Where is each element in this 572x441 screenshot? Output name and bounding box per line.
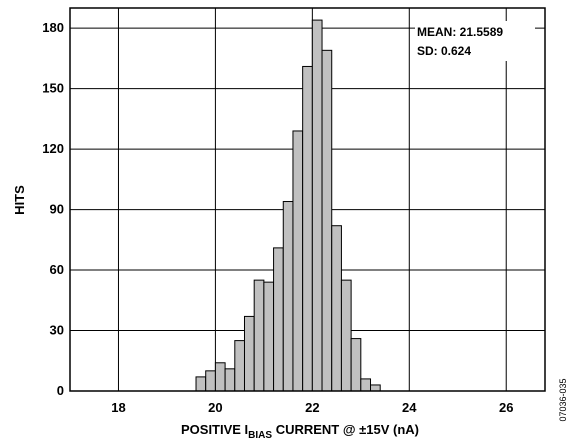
x-tick-label: 24: [402, 400, 417, 415]
figure-id: 07036-035: [558, 378, 568, 421]
histogram-bar: [360, 378, 372, 392]
histogram-bar: [195, 376, 207, 392]
histogram-bar: [282, 201, 294, 392]
y-axis-ticks: 0 30 60 90 120 150 180: [42, 20, 64, 398]
y-tick-label: 90: [50, 202, 64, 217]
histogram-bar: [205, 370, 216, 392]
histogram-bar: [273, 247, 284, 392]
histogram-bar: [340, 279, 352, 392]
y-tick-label: 180: [42, 20, 64, 35]
y-tick-label: 0: [57, 383, 64, 398]
y-axis-title: HITS: [12, 185, 27, 215]
histogram-bar: [253, 279, 265, 392]
x-tick-label: 18: [111, 400, 125, 415]
x-axis-title-suffix: CURRENT @ ±15V (nA): [272, 422, 419, 437]
x-axis-ticks: 18 20 22 24 26: [111, 400, 513, 415]
y-tick-label: 150: [42, 81, 64, 96]
histogram-bar: [214, 362, 226, 392]
x-tick-label: 20: [208, 400, 222, 415]
histogram-bar: [370, 384, 381, 392]
x-tick-label: 26: [499, 400, 513, 415]
y-tick-label: 120: [42, 141, 64, 156]
histogram-bar: [292, 130, 304, 392]
stats-mean: MEAN: 21.5589: [417, 25, 503, 39]
stats-sd: SD: 0.624: [417, 44, 471, 58]
histogram-bars: [195, 19, 381, 392]
x-axis-title-subscript: BIAS: [248, 430, 272, 441]
histogram-bar: [302, 65, 313, 392]
y-tick-label: 60: [50, 262, 64, 277]
x-tick-label: 22: [305, 400, 319, 415]
y-tick-label: 30: [50, 323, 64, 338]
stats-box: [415, 21, 535, 61]
histogram-bar: [331, 225, 342, 392]
histogram-bar: [350, 338, 362, 392]
x-axis-title-main: POSITIVE I: [181, 422, 248, 437]
histogram-bar: [224, 368, 236, 392]
histogram-bar: [263, 281, 275, 392]
histogram-bar: [243, 315, 255, 392]
x-axis-title: POSITIVE IBIAS CURRENT @ ±15V (nA): [181, 422, 419, 441]
plot-frame: [69, 7, 546, 392]
histogram-bar: [311, 19, 323, 392]
histogram-bar: [321, 49, 333, 392]
histogram-bar: [234, 340, 245, 392]
